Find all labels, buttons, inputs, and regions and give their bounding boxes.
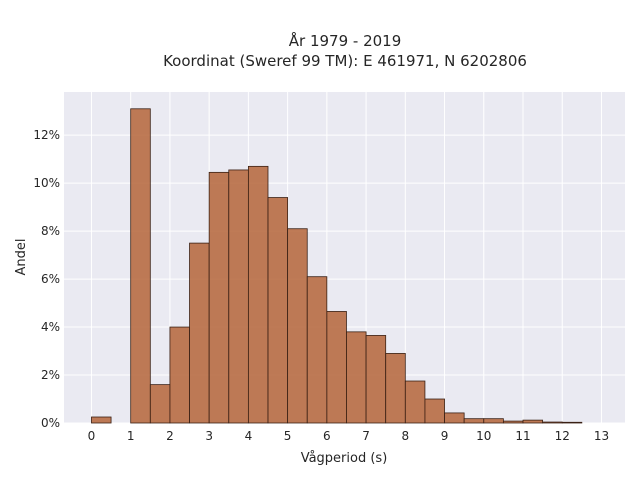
- histogram-bar: [91, 416, 112, 424]
- x-tick-label: 12: [555, 429, 570, 443]
- x-tick-label: 11: [515, 429, 530, 443]
- y-tick-label: 0%: [41, 416, 60, 430]
- histogram-bar: [561, 421, 583, 424]
- y-axis-label: Andel: [14, 239, 29, 276]
- x-tick-label: 5: [284, 429, 292, 443]
- x-tick-label: 6: [323, 429, 331, 443]
- y-tick-label: 10%: [33, 176, 60, 190]
- histogram-bar: [247, 165, 269, 424]
- x-tick-layer: 0 1 2 3 4 5 6 7 8 9 10 11 12 13: [88, 429, 609, 443]
- x-tick-label: 7: [362, 429, 370, 443]
- histogram-bar: [267, 197, 289, 424]
- histogram-bar: [502, 420, 524, 424]
- histogram-bar: [130, 108, 151, 424]
- histogram-bar: [346, 331, 367, 424]
- y-tick-label: 12%: [33, 128, 60, 142]
- y-tick-label: 6%: [41, 272, 60, 286]
- x-tick-label: 13: [594, 429, 609, 443]
- y-tick-layer: 0% 2% 4% 6% 8% 10% 12%: [33, 128, 60, 430]
- x-tick-label: 4: [245, 429, 253, 443]
- histogram-bar: [208, 171, 230, 424]
- x-tick-label: 10: [476, 429, 491, 443]
- chart-title: År 1979 - 2019: [289, 31, 402, 50]
- histogram-bar: [169, 326, 190, 424]
- x-tick-label: 1: [127, 429, 135, 443]
- histogram-bar: [404, 380, 426, 424]
- y-tick-label: 4%: [41, 320, 60, 334]
- histogram-bar: [444, 412, 465, 424]
- x-tick-label: 8: [401, 429, 409, 443]
- histogram-bar: [463, 418, 485, 424]
- histogram-bar: [424, 398, 445, 424]
- x-axis-label: Vågperiod (s): [301, 451, 388, 466]
- histogram-bar: [522, 419, 544, 424]
- y-tick-label: 8%: [41, 224, 60, 238]
- histogram-bar: [365, 335, 387, 424]
- histogram-bar: [385, 353, 406, 424]
- histogram-bar: [326, 311, 347, 424]
- chart-subtitle: Koordinat (Sweref 99 TM): E 461971, N 62…: [163, 52, 527, 70]
- histogram-bar: [228, 169, 249, 424]
- histogram-bar: [542, 421, 563, 424]
- x-tick-label: 2: [166, 429, 174, 443]
- histogram-bar: [149, 384, 171, 424]
- histogram-bar: [287, 228, 308, 424]
- histogram-bar: [189, 242, 210, 424]
- x-tick-label: 3: [205, 429, 213, 443]
- x-tick-label: 9: [441, 429, 449, 443]
- histogram-bar: [483, 418, 504, 424]
- bar-layer: [91, 108, 583, 424]
- x-tick-label: 0: [88, 429, 96, 443]
- y-tick-label: 2%: [41, 368, 60, 382]
- histogram-bar: [306, 276, 328, 424]
